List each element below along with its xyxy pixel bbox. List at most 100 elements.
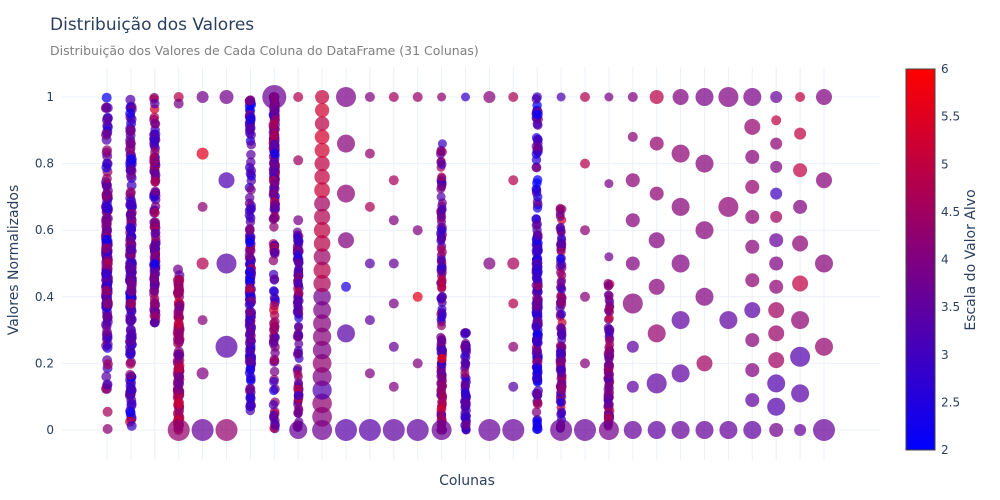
- scatter-point: [557, 331, 567, 341]
- scatter-point: [245, 266, 255, 277]
- scatter-point: [102, 406, 113, 417]
- scatter-point: [358, 419, 381, 441]
- scatter-point: [437, 172, 447, 182]
- scatter-point: [312, 393, 332, 414]
- scatter-point: [556, 364, 566, 374]
- scatter-point: [336, 87, 356, 107]
- scatter-point: [125, 407, 136, 418]
- scatter-point: [174, 334, 185, 345]
- scatter-point: [269, 385, 279, 396]
- scatter-point: [580, 291, 590, 302]
- scatter-point: [671, 144, 690, 163]
- scatter-point: [696, 355, 713, 372]
- scatter-point: [768, 352, 785, 369]
- scatter-point: [216, 253, 237, 274]
- scatter-point: [218, 172, 235, 189]
- scatter-point: [215, 419, 238, 441]
- scatter-point: [580, 225, 590, 236]
- colorbar-tick-label: 4.5: [941, 205, 960, 219]
- scatter-point: [313, 261, 331, 279]
- scatter-point: [437, 345, 447, 355]
- y-tick-label: 0.4: [35, 290, 54, 304]
- scatter-point: [244, 300, 255, 310]
- scatter-point: [268, 255, 279, 266]
- scatter-point: [604, 336, 614, 345]
- scatter-point: [292, 307, 302, 317]
- scatter-point: [101, 92, 112, 103]
- scatter-point: [625, 256, 640, 271]
- scatter-point: [293, 250, 303, 259]
- scatter-point: [245, 95, 256, 106]
- scatter-point: [770, 210, 783, 223]
- scatter-point: [335, 419, 357, 441]
- scatter-point: [337, 184, 355, 203]
- scatter-point: [338, 232, 354, 249]
- scatter-point: [622, 293, 643, 314]
- scatter-point: [461, 420, 471, 430]
- scatter-point: [557, 309, 567, 319]
- scatter-point: [770, 91, 783, 103]
- scatter-point: [437, 312, 447, 322]
- scatter-point: [314, 208, 331, 225]
- scatter-point: [125, 342, 135, 353]
- scatter-point: [745, 239, 760, 254]
- colorbar-tick-label: 4: [941, 253, 949, 267]
- scatter-point: [508, 175, 519, 186]
- scatter-point: [125, 138, 136, 149]
- colorbar-tick-label: 5: [941, 157, 949, 171]
- scatter-point: [102, 185, 113, 196]
- scatter-point: [507, 257, 520, 270]
- scatter-point: [126, 286, 137, 297]
- scatter-point: [102, 298, 113, 309]
- scatter-point: [745, 363, 760, 378]
- scatter-point: [289, 421, 308, 439]
- scatter-point: [268, 338, 279, 349]
- scatter-point: [150, 186, 161, 196]
- scatter-point: [437, 373, 447, 383]
- scatter-point: [292, 232, 302, 242]
- scatter-points: [101, 85, 835, 441]
- scatter-point: [293, 391, 303, 400]
- scatter-point: [671, 421, 690, 439]
- scatter-point: [770, 187, 783, 200]
- scatter-point: [149, 298, 160, 309]
- scatter-point: [270, 199, 280, 209]
- scatter-point: [532, 264, 542, 274]
- scatter-point: [508, 341, 519, 352]
- scatter-point: [246, 149, 256, 160]
- scatter-point: [314, 182, 330, 199]
- scatter-point: [646, 373, 667, 394]
- scatter-point: [246, 139, 257, 150]
- scatter-point: [269, 139, 280, 150]
- scatter-point: [269, 189, 279, 199]
- scatter-point: [437, 139, 447, 149]
- scatter-point: [556, 356, 566, 366]
- scatter-point: [101, 285, 112, 296]
- scatter-point: [532, 192, 543, 202]
- scatter-point: [102, 327, 112, 337]
- scatter-point: [437, 291, 447, 301]
- scatter-point: [815, 337, 833, 356]
- scatter-point: [436, 384, 446, 394]
- scatter-point: [126, 298, 137, 309]
- scatter-point: [816, 89, 832, 105]
- scatter-point: [215, 335, 238, 358]
- scatter-point: [532, 119, 543, 129]
- scatter-point: [768, 325, 785, 342]
- scatter-point: [532, 374, 543, 384]
- scatter-point: [557, 385, 567, 395]
- scatter-point: [769, 233, 784, 248]
- scatter-point: [627, 92, 638, 102]
- scatter-point: [626, 340, 639, 353]
- scatter-point: [531, 273, 542, 284]
- scatter-point: [313, 235, 331, 252]
- scatter-point: [412, 291, 423, 302]
- scatter-point: [268, 214, 279, 224]
- scatter-point: [769, 423, 784, 437]
- scatter-point: [173, 349, 184, 360]
- scatter-point: [649, 186, 664, 201]
- scatter-point: [671, 311, 690, 330]
- scatter-point: [580, 158, 590, 169]
- colorbar-tick-label: 3: [941, 348, 949, 362]
- scatter-point: [574, 419, 596, 441]
